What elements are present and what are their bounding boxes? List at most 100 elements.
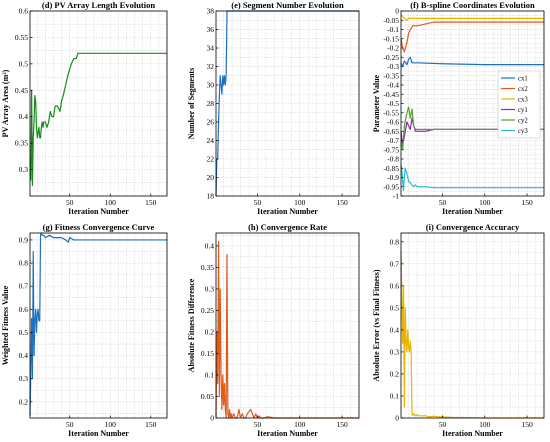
y-tick-label: 0.2 <box>390 369 400 378</box>
plot-area <box>216 11 359 196</box>
y-tick-label: -0.6 <box>387 118 399 127</box>
y-tick-label: -0.55 <box>383 108 399 117</box>
chart-title: (d) PV Array Length Evolution <box>42 0 155 10</box>
y-tick-label: 0.3 <box>205 284 215 293</box>
y-tick-label: -0.25 <box>383 53 399 62</box>
y-axis-label: Absolute Fitness Difference <box>187 278 196 372</box>
y-tick-label: 0.2 <box>205 327 215 336</box>
y-tick-label: 24 <box>207 136 215 145</box>
x-tick-label: 100 <box>105 420 117 429</box>
y-tick-label: -0.1 <box>387 25 399 34</box>
chart-title: (g) Fitness Convergence Curve <box>43 222 155 232</box>
x-tick-label: 150 <box>336 198 348 207</box>
y-axis-label: Parameter Value <box>372 74 381 132</box>
y-tick-label: -0.05 <box>383 16 399 25</box>
plot-area <box>216 233 359 418</box>
chart-title: (i) Convergence Accuracy <box>426 222 520 232</box>
y-tick-label: -0.45 <box>383 90 399 99</box>
legend-label-cy1: cy1 <box>518 107 528 114</box>
y-tick-label: 0.35 <box>201 263 214 272</box>
y-tick-label: 30 <box>207 81 215 90</box>
y-tick-label: -0.5 <box>387 99 399 108</box>
y-tick-label: 0.3 <box>19 165 29 174</box>
y-tick-label: 0.8 <box>19 259 29 268</box>
y-tick-label: 0.5 <box>390 303 400 312</box>
y-axis-label: PV Array Area (m²) <box>1 69 10 137</box>
subplot-e: 18 20 22 24 26 28 30 32 34 36 38 50 100 150 (e) Segmen… <box>187 0 360 216</box>
y-tick-label: 0.4 <box>390 325 400 334</box>
legend-label-cy3: cy3 <box>518 128 528 135</box>
y-tick-label: 0.6 <box>19 305 29 314</box>
y-axis-label: Weighted Fitness Value <box>1 285 10 365</box>
x-tick-label: 50 <box>66 198 74 207</box>
y-axis-label: Number of Segments <box>187 68 196 139</box>
y-tick-label: -0.9 <box>387 173 399 182</box>
plot-area <box>30 233 167 418</box>
x-tick-label: 100 <box>105 198 117 207</box>
y-tick-label: 0.4 <box>205 241 215 250</box>
y-tick-label: 0.5 <box>19 59 29 68</box>
x-axis-label: Iteration Number <box>442 429 503 438</box>
axes-frame <box>215 232 360 419</box>
series-line-cy3 <box>400 164 544 192</box>
plot-area <box>401 233 544 418</box>
y-tick-label: 0.1 <box>205 370 215 379</box>
y-tick-label: 26 <box>207 118 215 127</box>
y-tick-label: 34 <box>207 44 215 53</box>
y-tick-label: 0.6 <box>390 281 400 290</box>
subplot-g: 0.2 0.3 0.4 0.5 0.6 0.7 0.8 0.9 50 100 150 (g) Fitn… <box>1 222 168 438</box>
y-tick-label: -0.7 <box>387 136 399 145</box>
y-tick-label: 0.1 <box>390 391 400 400</box>
y-tick-label: 0.6 <box>19 7 29 16</box>
y-tick-label: 0.45 <box>15 86 28 95</box>
x-tick-label: 100 <box>479 420 491 429</box>
y-tick-label: 0.7 <box>19 282 29 291</box>
x-tick-label: 150 <box>336 420 348 429</box>
legend-label-cy2: cy2 <box>518 118 528 125</box>
plot-area <box>30 11 167 196</box>
y-tick-label: 0 <box>395 7 399 16</box>
y-tick-label: 0 <box>210 414 214 423</box>
y-tick-label: 0.9 <box>19 235 29 244</box>
axes-frame <box>400 232 545 419</box>
y-tick-label: -0.15 <box>383 34 399 43</box>
y-tick-label: 0.3 <box>390 347 400 356</box>
axes-frame <box>29 10 168 197</box>
legend-label-cx2: cx2 <box>518 86 528 93</box>
y-tick-label: 0.4 <box>19 112 29 121</box>
y-tick-label: 0.25 <box>201 306 214 315</box>
y-tick-label: 0.55 <box>15 33 28 42</box>
x-axis-label: Iteration Number <box>257 207 318 216</box>
y-tick-label: 38 <box>207 7 215 16</box>
series-line-g-0 <box>29 232 167 416</box>
y-tick-label: -0.95 <box>383 182 399 191</box>
y-tick-label: 22 <box>207 155 215 164</box>
series-line-cx3 <box>400 14 544 21</box>
y-tick-label: -0.75 <box>383 145 399 154</box>
y-tick-label: 20 <box>207 173 215 182</box>
series-line-cx1 <box>400 56 544 68</box>
y-tick-label: -0.35 <box>383 71 399 80</box>
chart-title: (e) Segment Number Evolution <box>231 0 344 10</box>
y-tick-label: 0.3 <box>19 374 29 383</box>
y-tick-label: -0.3 <box>387 62 399 71</box>
y-tick-label: 0 <box>395 414 399 423</box>
x-axis-label: Iteration Number <box>442 207 503 216</box>
x-tick-label: 150 <box>145 420 157 429</box>
x-axis-label: Iteration Number <box>257 429 318 438</box>
subplot-f: -1-0.95-0.9-0.85-0.8-0.75-0.7-0.65-0.6-0… <box>372 0 545 216</box>
x-tick-label: 150 <box>521 198 533 207</box>
subplot-d: 0.3 0.35 0.4 0.45 0.5 0.55 0.6 50 100 150 (d) PV A… <box>1 0 168 216</box>
x-axis-label: Iteration Number <box>68 207 129 216</box>
y-tick-label: 0.15 <box>201 349 214 358</box>
x-axis-label: Iteration Number <box>68 429 129 438</box>
y-tick-label: 0.4 <box>19 351 29 360</box>
y-tick-label: 32 <box>207 62 215 71</box>
series-line-i-0 <box>400 250 544 419</box>
y-tick-label: -0.85 <box>383 164 399 173</box>
y-tick-label: -1 <box>393 192 399 201</box>
y-tick-label: -0.8 <box>387 155 399 164</box>
legend-label-cx1: cx1 <box>518 76 528 83</box>
y-tick-label: 0.5 <box>19 328 29 337</box>
